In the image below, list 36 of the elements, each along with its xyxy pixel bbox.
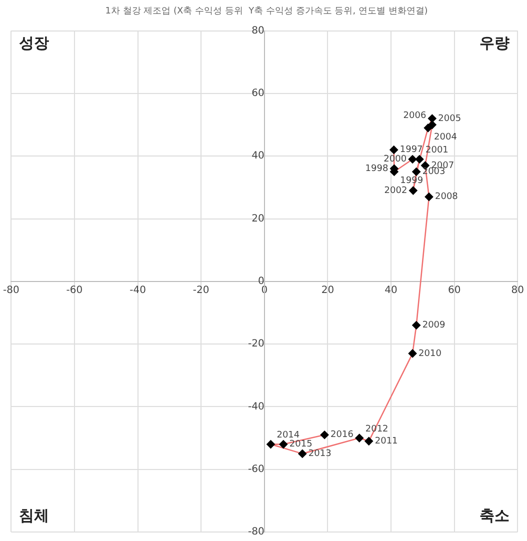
- x-tick-label: -40: [130, 284, 146, 296]
- y-tick-label: -20: [248, 338, 264, 350]
- chart-title: 1차 철강 제조업 (X축 수익성 등위 Y축 수익성 증가속도 등위, 연도별 변화연결): [105, 6, 428, 17]
- y-tick-label: -60: [248, 464, 264, 475]
- y-tick-label: 20: [252, 213, 264, 224]
- y-tick-label: -40: [248, 401, 264, 412]
- x-tick-label: 40: [384, 284, 398, 296]
- annotation: 침체: [19, 506, 50, 524]
- annotation: 2008: [435, 192, 458, 202]
- x-tick-label: 20: [321, 284, 334, 296]
- x-tick-label: 80: [511, 284, 524, 296]
- y-tick-label: 80: [252, 25, 264, 36]
- annotation: 성장: [19, 34, 50, 52]
- annotation: 2002: [384, 186, 408, 196]
- annotation: 2013: [308, 449, 332, 460]
- y-tick-label: 40: [252, 150, 264, 162]
- x-tick-label: -60: [66, 284, 83, 296]
- annotation: 2004: [434, 132, 458, 142]
- y-tick-label: 0: [258, 276, 264, 287]
- annotation: 2016: [330, 430, 354, 440]
- x-tick-label: -20: [192, 284, 210, 296]
- annotation: 2006: [403, 111, 426, 122]
- annotation: 1997: [400, 145, 423, 156]
- annotation: 1998: [365, 164, 388, 174]
- annotation: 우량: [480, 34, 510, 52]
- x-tick-label: -80: [2, 284, 20, 296]
- annotation: 2011: [374, 436, 398, 446]
- annotation: 2014: [276, 430, 300, 441]
- annotation: 2015: [289, 440, 312, 450]
- annotation: 축소: [480, 506, 510, 524]
- annotation: 2005: [438, 114, 462, 124]
- y-tick-label: -80: [248, 526, 264, 538]
- y-tick-label: 60: [252, 88, 264, 100]
- annotation: 2009: [422, 320, 446, 331]
- annotation: 2010: [418, 348, 442, 359]
- x-tick-label: 60: [448, 284, 461, 296]
